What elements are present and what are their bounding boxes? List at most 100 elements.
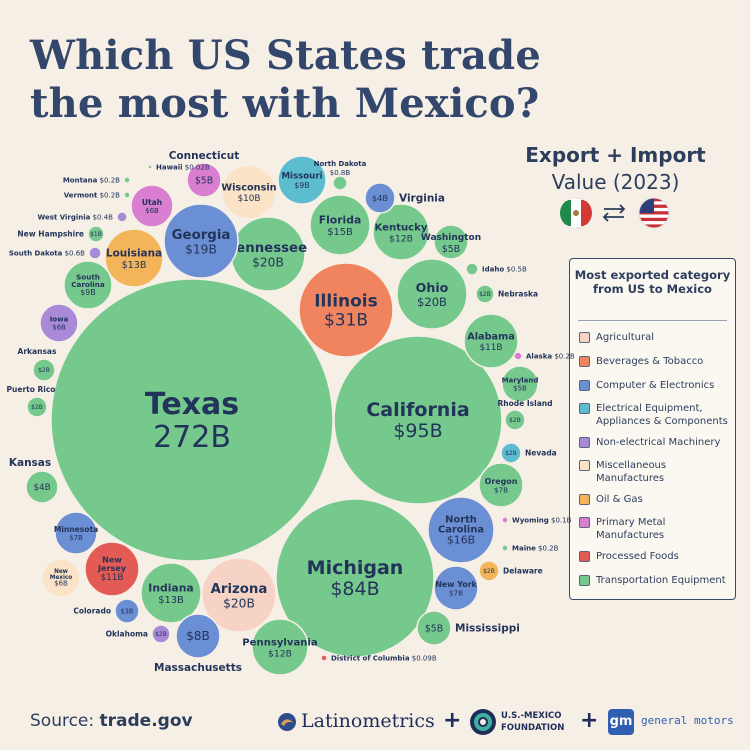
bubble-georgia: Georgia$19B: [163, 203, 239, 279]
source-label: Source:: [30, 711, 95, 731]
subtitle-bold: Export + Import: [525, 143, 706, 167]
bubble-value-label: $0.8B: [330, 169, 351, 177]
subtitle-value: Value: [551, 170, 607, 194]
bubble-value-label: $2B: [479, 291, 491, 298]
bubble-state-label: Nevada: [525, 449, 557, 458]
bubble-value-label: $31B: [324, 310, 368, 330]
bubble-hawaii: Hawaii $0.02B: [147, 164, 210, 172]
bubble-value-label: $7B: [69, 534, 83, 542]
bubble-value-label: $3B: [121, 607, 134, 615]
bubble-value-label: $0.6B: [62, 250, 85, 258]
bubble-value-label: $0.2B: [97, 177, 120, 185]
bubble-state-label: Mexico: [50, 575, 73, 581]
bubble-state-label: New: [102, 555, 122, 565]
bubble-value-label: $84B: [330, 578, 379, 600]
latinometrics-logo-text: Latinometrics: [301, 710, 435, 732]
bubble-state-label: Montana $0.2B: [63, 177, 120, 185]
legend-swatch: [579, 403, 590, 414]
bubble-circle: [478, 560, 500, 582]
bubble-state-label: Michigan: [307, 557, 404, 579]
legend: Most exported category from US to Mexico…: [569, 258, 736, 600]
bubble-state-label: Delaware: [503, 567, 543, 576]
legend-label: Electrical Equipment, Appliances & Compo…: [596, 403, 728, 427]
bubble-ohio: Ohio$20B: [396, 258, 468, 330]
bubble-circle: [151, 624, 171, 644]
bubble-state-label: Vermont $0.2B: [64, 192, 120, 200]
bubble-circle: [500, 442, 522, 464]
bubble-value-label: $4B: [372, 193, 388, 203]
legend-label: Beverages & Tobacco: [596, 356, 704, 367]
bubble-value-label: $10B: [237, 194, 260, 204]
bubble-circle: [309, 194, 371, 256]
bubble-value-label: $0.1B: [549, 517, 572, 525]
bubble-state-name: Montana: [63, 177, 98, 185]
bubble-state-name: South Dakota: [9, 250, 63, 258]
bubble-state-label: South Dakota $0.6B: [9, 250, 85, 258]
bubble-state-label: Indiana: [148, 581, 193, 594]
bubble-value-label: $11B: [100, 573, 123, 583]
bubble-value-label: $0.2B: [552, 353, 575, 361]
bubble-state-label: Massachusetts: [154, 662, 242, 674]
bubble-state-label: Kentucky: [375, 222, 428, 233]
bubble-colorado: $3B Colorado: [73, 598, 140, 624]
bubble-nevada: $2B Nevada: [500, 442, 557, 464]
bubble-south-dakota: South Dakota $0.6B: [9, 246, 102, 260]
bubble-massachusetts: $8B Massachusetts: [154, 613, 242, 674]
bubble-state-label: Iowa: [50, 316, 69, 324]
bubble-state-label: Carolina: [71, 280, 105, 289]
bubble-value-label: $16B: [447, 534, 475, 547]
bubble-kansas: $4B Kansas: [9, 457, 59, 504]
bubble-circle: [88, 246, 102, 260]
bubble-value-label: $6B: [145, 207, 159, 215]
bubble-florida: Florida$15B: [309, 194, 371, 256]
bubble-state-name: Alaska: [526, 353, 552, 361]
bubble-circle: [50, 278, 334, 562]
bubble-state-name: Idaho: [482, 266, 504, 274]
bubble-state-label: Puerto Rico: [7, 385, 56, 394]
bubble-district-of-columbia: District of Columbia $0.09B: [320, 654, 437, 663]
bubble-delaware: $2B Delaware: [478, 560, 543, 582]
bubble-minnesota: Minnesota$7B: [54, 511, 98, 555]
bubble-california: California$95B: [333, 335, 503, 505]
page-title: Which US States trade the most with Mexic…: [30, 32, 590, 128]
bubble-value-label: $20B: [417, 295, 447, 309]
bubble-value-label: $15B: [327, 227, 353, 238]
legend-label: Transportation Equipment: [596, 575, 726, 586]
bubble-north-dakota: North Dakota $0.8B: [314, 160, 367, 191]
flags-exchange: [560, 197, 670, 229]
bubble-state-label: Oklahoma: [106, 630, 148, 639]
bubble-state-label: Connecticut: [169, 150, 240, 162]
bubble-state-label: North: [445, 514, 477, 525]
bubble-circle: [41, 558, 81, 598]
bubble-alaska: Alaska $0.2B: [513, 351, 575, 361]
legend-divider: [578, 320, 727, 321]
title-line-2: the most with Mexico?: [30, 80, 540, 127]
bubble-vermont: Vermont $0.2B: [64, 191, 131, 200]
legend-title: Most exported category from US to Mexico: [574, 268, 731, 296]
bubble-circle: [201, 557, 277, 633]
bubble-oklahoma: $2B Oklahoma: [106, 624, 171, 644]
bubble-wyoming: Wyoming $0.1B: [501, 516, 572, 525]
bubble-puerto-rico: $2B Puerto Rico: [7, 385, 56, 418]
bubble-value-label: $6B: [52, 323, 66, 331]
bubble-circle: [501, 365, 539, 403]
bubble-circle: [433, 565, 479, 611]
bubble-circle: [416, 610, 452, 646]
bubble-circle: [504, 409, 526, 431]
usa-flag-icon: [638, 197, 670, 229]
bubble-value-label: $0.5B: [504, 266, 527, 274]
bubble-state-label: New: [54, 569, 69, 575]
bubble-state-label: Texas: [145, 387, 239, 422]
bubble-value-label: $20B: [223, 597, 255, 611]
bubble-state-label: Ohio: [416, 280, 449, 295]
bubble-state-label: Arkansas: [18, 347, 57, 356]
bubble-state-label: Washington: [421, 233, 481, 243]
bubble-circle: [298, 262, 394, 358]
gm-logo-icon: gm: [608, 709, 634, 735]
bubble-west-virginia: West Virginia $0.4B: [38, 211, 128, 223]
exchange-arrows-icon: [602, 204, 626, 222]
bubble-state-name: North Dakota: [314, 160, 367, 168]
bubble-circle: [114, 598, 140, 624]
bubble-new-york: New York$7B: [433, 565, 479, 611]
bubble-value-label: $20B: [252, 256, 284, 270]
